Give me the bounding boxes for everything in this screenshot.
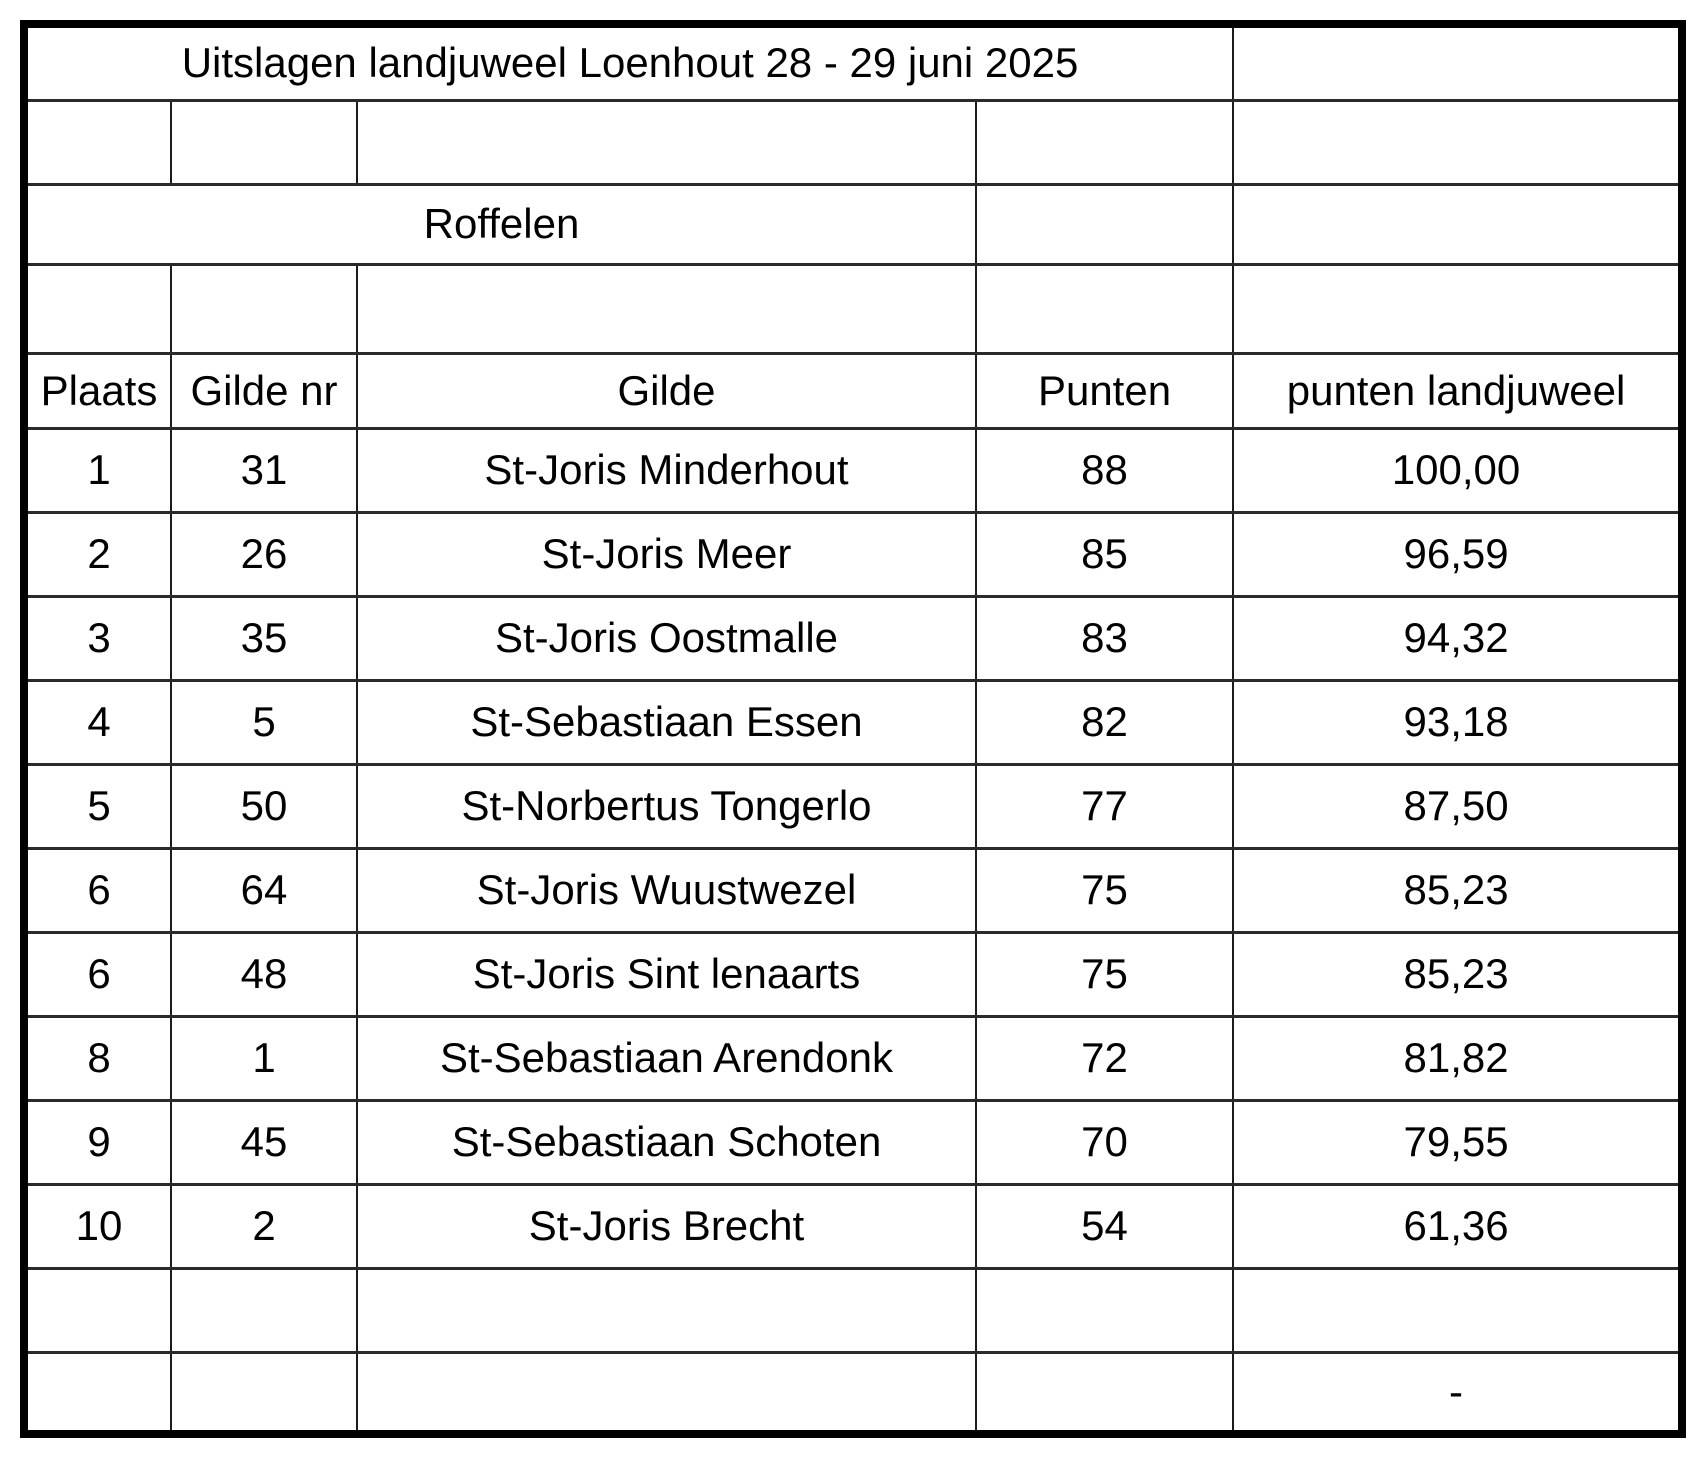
- cell-punten: 83: [974, 594, 1235, 682]
- table-row: 4 5 St-Sebastiaan Essen 82 93,18: [23, 678, 1684, 766]
- cell-gilde-nr: 1: [170, 1014, 358, 1102]
- cell-plaats: 9: [23, 1098, 172, 1186]
- cell-plaats: 3: [23, 594, 172, 682]
- empty-cell: [356, 262, 977, 355]
- cell-punten: 85: [974, 510, 1235, 598]
- cell-punten: 88: [974, 426, 1235, 514]
- cell-punten: 75: [974, 846, 1235, 934]
- footer-row: -: [23, 1350, 1684, 1436]
- empty-cell: [1232, 1266, 1684, 1354]
- cell-gilde-nr: 45: [170, 1098, 358, 1186]
- cell-gilde: St-Sebastiaan Schoten: [356, 1098, 977, 1186]
- table-row: 3 35 St-Joris Oostmalle 83 94,32: [23, 594, 1684, 682]
- cell-plaats: 8: [23, 1014, 172, 1102]
- cell-gilde-nr: 2: [170, 1182, 358, 1270]
- cell-gilde-nr: 64: [170, 846, 358, 934]
- empty-cell: [356, 1350, 977, 1436]
- cell-gilde: St-Joris Brecht: [356, 1182, 977, 1270]
- cell-punten-landjuweel: 81,82: [1232, 1014, 1684, 1102]
- cell-plaats: 4: [23, 678, 172, 766]
- cell-punten-landjuweel: 85,23: [1232, 846, 1684, 934]
- footer-placeholder-value: -: [1232, 1350, 1684, 1436]
- table-row: 10 2 St-Joris Brecht 54 61,36: [23, 1182, 1684, 1270]
- cell-punten-landjuweel: 96,59: [1232, 510, 1684, 598]
- empty-cell: [170, 1350, 358, 1436]
- cell-punten: 70: [974, 1098, 1235, 1186]
- empty-cell: [23, 98, 172, 186]
- empty-cell: [1232, 182, 1684, 266]
- cell-punten-landjuweel: 87,50: [1232, 762, 1684, 850]
- cell-gilde: St-Joris Oostmalle: [356, 594, 977, 682]
- cell-punten-landjuweel: 79,55: [1232, 1098, 1684, 1186]
- header-punten-landjuweel: punten landjuweel: [1232, 351, 1684, 430]
- empty-row: [23, 98, 1684, 186]
- table-row: 6 64 St-Joris Wuustwezel 75 85,23: [23, 846, 1684, 934]
- table-row: 6 48 St-Joris Sint lenaarts 75 85,23: [23, 930, 1684, 1018]
- section-title: Roffelen: [23, 182, 977, 266]
- empty-cell: [974, 98, 1235, 186]
- empty-cell: [974, 182, 1235, 266]
- table-row: 5 50 St-Norbertus Tongerlo 77 87,50: [23, 762, 1684, 850]
- table-row: 2 26 St-Joris Meer 85 96,59: [23, 510, 1684, 598]
- empty-cell: [23, 1350, 172, 1436]
- empty-cell: [356, 1266, 977, 1354]
- cell-plaats: 2: [23, 510, 172, 598]
- cell-gilde: St-Joris Minderhout: [356, 426, 977, 514]
- empty-cell: [974, 262, 1235, 355]
- table-row: 8 1 St-Sebastiaan Arendonk 72 81,82: [23, 1014, 1684, 1102]
- table-row: 1 31 St-Joris Minderhout 88 100,00: [23, 426, 1684, 514]
- cell-gilde-nr: 48: [170, 930, 358, 1018]
- cell-gilde: St-Joris Wuustwezel: [356, 846, 977, 934]
- header-row: Plaats Gilde nr Gilde Punten punten land…: [23, 351, 1684, 430]
- cell-punten-landjuweel: 85,23: [1232, 930, 1684, 1018]
- cell-gilde: St-Sebastiaan Essen: [356, 678, 977, 766]
- empty-cell: [170, 98, 358, 186]
- cell-punten: 77: [974, 762, 1235, 850]
- cell-gilde: St-Sebastiaan Arendonk: [356, 1014, 977, 1102]
- cell-punten: 54: [974, 1182, 1235, 1270]
- table-row: 9 45 St-Sebastiaan Schoten 70 79,55: [23, 1098, 1684, 1186]
- section-row: Roffelen: [23, 182, 1684, 266]
- empty-cell: [1232, 22, 1684, 102]
- empty-cell: [170, 262, 358, 355]
- cell-punten-landjuweel: 93,18: [1232, 678, 1684, 766]
- empty-cell: [974, 1350, 1235, 1436]
- empty-cell: [1232, 98, 1684, 186]
- empty-cell: [356, 98, 977, 186]
- cell-plaats: 6: [23, 930, 172, 1018]
- header-gilde-nr: Gilde nr: [170, 351, 358, 430]
- cell-punten: 82: [974, 678, 1235, 766]
- cell-gilde-nr: 26: [170, 510, 358, 598]
- header-gilde: Gilde: [356, 351, 977, 430]
- empty-row: [23, 1266, 1684, 1354]
- cell-punten-landjuweel: 61,36: [1232, 1182, 1684, 1270]
- cell-gilde: St-Joris Sint lenaarts: [356, 930, 977, 1018]
- empty-cell: [1232, 262, 1684, 355]
- empty-cell: [23, 1266, 172, 1354]
- empty-cell: [23, 262, 172, 355]
- header-plaats: Plaats: [23, 351, 172, 430]
- cell-plaats: 6: [23, 846, 172, 934]
- cell-punten-landjuweel: 94,32: [1232, 594, 1684, 682]
- spreadsheet: Uitslagen landjuweel Loenhout 28 - 29 ju…: [20, 20, 1687, 1438]
- empty-row: [23, 262, 1684, 355]
- page-title: Uitslagen landjuweel Loenhout 28 - 29 ju…: [22, 22, 1235, 102]
- cell-gilde-nr: 31: [170, 426, 358, 514]
- cell-gilde-nr: 35: [170, 594, 358, 682]
- cell-gilde: St-Joris Meer: [356, 510, 977, 598]
- title-row: Uitslagen landjuweel Loenhout 28 - 29 ju…: [22, 22, 1684, 102]
- cell-gilde-nr: 50: [170, 762, 358, 850]
- cell-punten-landjuweel: 100,00: [1232, 426, 1684, 514]
- results-table: Uitslagen landjuweel Loenhout 28 - 29 ju…: [20, 20, 1687, 1438]
- cell-plaats: 10: [23, 1182, 172, 1270]
- empty-cell: [170, 1266, 358, 1354]
- cell-gilde-nr: 5: [170, 678, 358, 766]
- cell-plaats: 5: [23, 762, 172, 850]
- cell-punten: 75: [974, 930, 1235, 1018]
- empty-cell: [974, 1266, 1235, 1354]
- header-punten: Punten: [974, 351, 1235, 430]
- cell-plaats: 1: [23, 426, 172, 514]
- cell-gilde: St-Norbertus Tongerlo: [356, 762, 977, 850]
- cell-punten: 72: [974, 1014, 1235, 1102]
